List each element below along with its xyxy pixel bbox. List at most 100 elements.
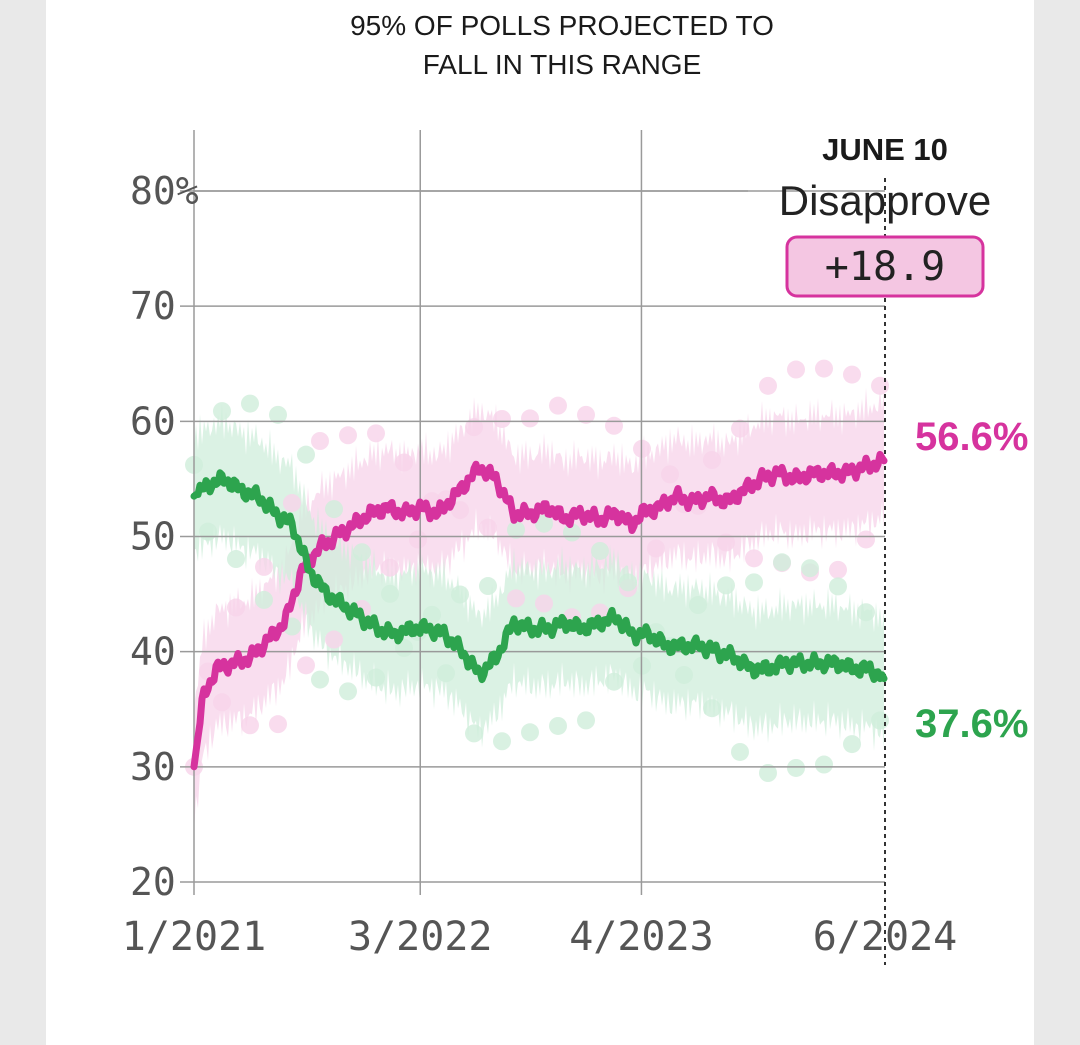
poll-dot bbox=[815, 755, 833, 774]
gridlines bbox=[180, 130, 886, 965]
header-line-2: FALL IN THIS RANGE bbox=[423, 49, 702, 80]
poll-dot bbox=[381, 558, 399, 577]
poll-dot bbox=[661, 465, 679, 484]
poll-dot bbox=[535, 594, 553, 613]
margin-value: +18.9 bbox=[825, 244, 945, 290]
poll-dot bbox=[381, 584, 399, 603]
y-tick-label: 20 bbox=[130, 860, 176, 904]
y-tick-label: 60 bbox=[130, 399, 176, 443]
poll-dot bbox=[227, 550, 245, 569]
poll-dot bbox=[465, 418, 483, 437]
poll-dot bbox=[339, 426, 357, 445]
y-tick-label: 30 bbox=[130, 745, 176, 789]
poll-dot bbox=[395, 453, 413, 472]
poll-dot bbox=[283, 494, 301, 513]
poll-dot bbox=[269, 405, 287, 424]
poll-dot bbox=[647, 539, 665, 558]
poll-dot bbox=[297, 445, 315, 464]
poll-dot bbox=[297, 656, 315, 675]
poll-dot bbox=[479, 518, 497, 537]
poll-dot bbox=[311, 670, 329, 689]
approve-line bbox=[190, 469, 888, 684]
disapprove-end-label: 56.6% bbox=[915, 415, 1028, 459]
poll-dot bbox=[367, 424, 385, 443]
poll-dot bbox=[535, 514, 553, 533]
poll-dot bbox=[199, 522, 217, 541]
poll-dot bbox=[717, 576, 735, 595]
y-tick-label: 80% bbox=[130, 169, 199, 213]
poll-dot bbox=[507, 520, 525, 539]
poll-dot bbox=[759, 764, 777, 783]
poll-dot bbox=[479, 577, 497, 596]
poll-dot bbox=[787, 360, 805, 379]
poll-dot bbox=[731, 742, 749, 761]
poll-dot bbox=[269, 715, 287, 734]
x-tick-label: 4/2023 bbox=[569, 914, 714, 960]
poll-dot bbox=[577, 405, 595, 424]
poll-dot bbox=[843, 365, 861, 384]
poll-dots bbox=[185, 359, 889, 783]
poll-dot bbox=[787, 758, 805, 777]
header-line-1: 95% OF POLLS PROJECTED TO bbox=[350, 10, 774, 41]
poll-dot bbox=[493, 409, 511, 428]
poll-dot bbox=[339, 682, 357, 701]
poll-dot bbox=[367, 668, 385, 687]
poll-dot bbox=[213, 693, 231, 712]
poll-dot bbox=[675, 665, 693, 684]
x-tick-label: 3/2022 bbox=[348, 914, 493, 960]
approve-end-label: 37.6% bbox=[915, 702, 1028, 746]
poll-dot bbox=[227, 598, 245, 617]
poll-dot bbox=[325, 500, 343, 519]
poll-dot bbox=[689, 596, 707, 615]
poll-dot bbox=[521, 723, 539, 742]
poll-dot bbox=[829, 560, 847, 579]
poll-dot bbox=[745, 573, 763, 592]
poll-dot bbox=[857, 603, 875, 622]
poll-dot bbox=[255, 557, 273, 576]
poll-dot bbox=[829, 577, 847, 596]
y-tick-label: 50 bbox=[130, 515, 176, 559]
poll-dot bbox=[353, 543, 371, 562]
poll-dot bbox=[423, 605, 441, 624]
poll-dot bbox=[213, 402, 231, 421]
poll-dot bbox=[871, 711, 889, 730]
date-callout: JUNE 10 Disapprove +18.9 bbox=[779, 132, 991, 298]
poll-dot bbox=[507, 589, 525, 608]
poll-dot bbox=[493, 732, 511, 751]
approve-band bbox=[194, 403, 884, 751]
poll-dot bbox=[619, 573, 637, 592]
poll-dot bbox=[605, 416, 623, 435]
poll-dot bbox=[241, 716, 259, 735]
poll-dot bbox=[577, 711, 595, 730]
poll-dot bbox=[731, 419, 749, 438]
y-tick-label: 40 bbox=[130, 630, 176, 674]
poll-dot bbox=[409, 530, 427, 549]
poll-dot bbox=[871, 376, 889, 395]
poll-dot bbox=[241, 394, 259, 413]
poll-dot bbox=[451, 585, 469, 604]
poll-dot bbox=[451, 501, 469, 520]
poll-dot bbox=[549, 716, 567, 735]
trend-lines bbox=[190, 450, 888, 771]
axis-labels: 80% 70 60 50 40 30 20 1/2021 3/2022 4/2023 6/2024 bbox=[122, 169, 958, 960]
poll-dot bbox=[325, 630, 343, 649]
poll-dot bbox=[759, 376, 777, 395]
poll-dot bbox=[773, 553, 791, 572]
poll-dot bbox=[311, 432, 329, 451]
poll-dot bbox=[703, 451, 721, 470]
poll-dot bbox=[801, 559, 819, 578]
poll-dot bbox=[703, 699, 721, 718]
poll-dot bbox=[591, 541, 609, 560]
poll-dot bbox=[745, 549, 763, 568]
poll-dot bbox=[857, 530, 875, 549]
x-tick-label: 1/2021 bbox=[122, 914, 267, 960]
poll-dot bbox=[521, 409, 539, 428]
poll-dot bbox=[843, 735, 861, 754]
x-tick-label: 6/2024 bbox=[813, 914, 958, 960]
poll-dot bbox=[255, 590, 273, 609]
poll-dot bbox=[549, 396, 567, 415]
poll-dot bbox=[815, 359, 833, 378]
margin-badge bbox=[785, 235, 985, 298]
poll-dot bbox=[437, 664, 455, 683]
